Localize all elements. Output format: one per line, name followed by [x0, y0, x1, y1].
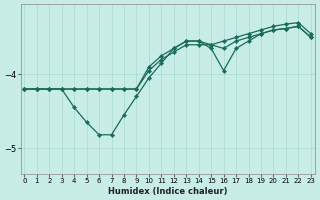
X-axis label: Humidex (Indice chaleur): Humidex (Indice chaleur) [108, 187, 227, 196]
